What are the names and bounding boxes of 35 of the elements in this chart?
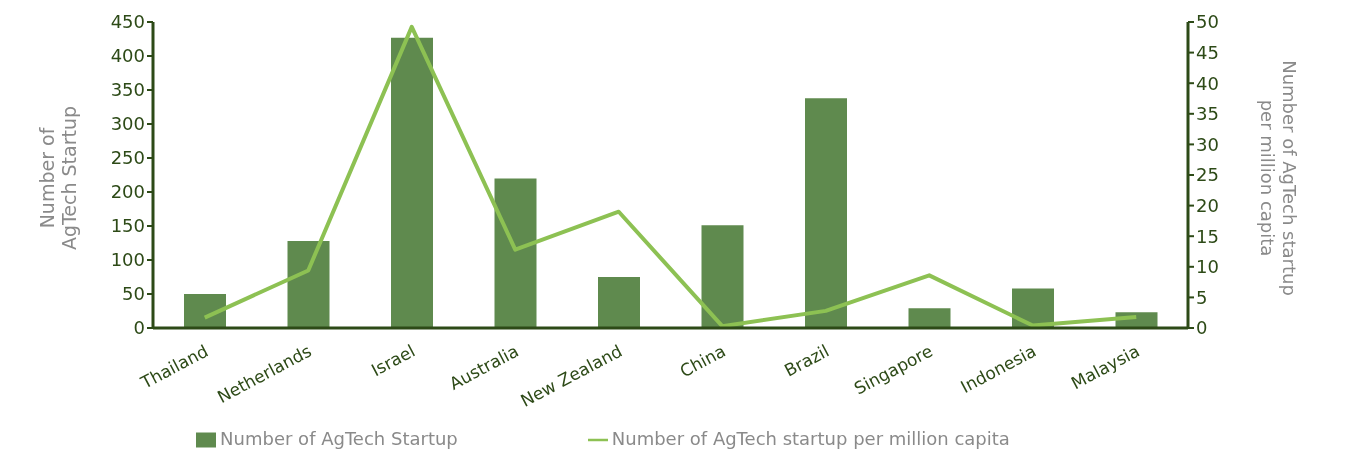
y-tick-label: 400 [110,45,145,67]
y-tick-label: 350 [110,79,145,101]
y-tick-label: 300 [110,113,145,135]
y-tick-label: 450 [110,11,145,33]
y2-tick-label: 10 [1196,256,1219,278]
bar [908,308,951,328]
y-axis-title: Number of AgTech Startup [36,104,80,253]
x-tick-label: China [676,340,729,382]
y2-tick-label: 25 [1196,164,1219,186]
y2-tick-label: 5 [1196,286,1208,308]
y2-axis-title: Number of AgTech startup per million capita [1256,59,1300,298]
line-series [202,24,1139,328]
bar [391,37,433,328]
y2-tick-label: 30 [1196,133,1219,155]
y2-tick-label: 0 [1196,317,1208,339]
y-tick-label: 200 [110,181,145,203]
legend-label: Number of AgTech Startup [220,428,458,449]
legend-label: Number of AgTech startup per million capita [611,428,1010,449]
y2-tick-label: 45 [1196,41,1219,63]
y2-tick-label: 20 [1196,194,1219,216]
y-tick-label: 50 [122,283,145,305]
y-tick-label: 0 [133,317,145,339]
y2-tick-label: 50 [1196,11,1219,33]
y2-tick-label: 15 [1196,225,1219,247]
y2-tick-label: 40 [1196,72,1219,94]
y-tick-label: 250 [110,147,145,169]
bar [701,225,744,328]
bar [184,294,226,328]
bar [598,277,640,328]
y-tick-label: 150 [110,215,145,237]
bar [287,240,330,328]
y-tick-label: 100 [110,249,145,271]
bar [494,178,537,328]
y2-tick-label: 35 [1196,103,1219,125]
bar [805,98,847,328]
